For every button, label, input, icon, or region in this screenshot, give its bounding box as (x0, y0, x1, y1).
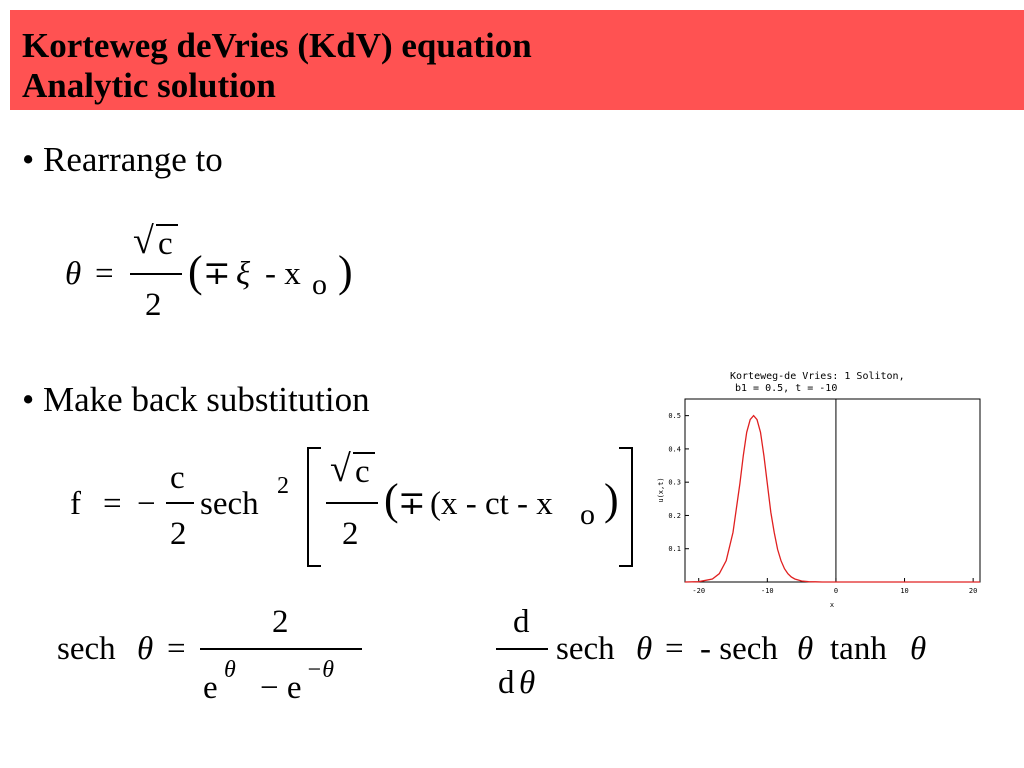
fraction-bar (200, 648, 362, 650)
y-tick-label: 0.5 (668, 412, 681, 420)
inner-fraction-denominator: 2 (342, 516, 359, 552)
chart-title-line2: b1 = 0.5, t = -10 (735, 383, 837, 394)
fraction-denominator: 2 (170, 516, 187, 552)
sech-function: sech (200, 486, 259, 522)
f-symbol: f (70, 486, 81, 522)
sech-power: 2 (277, 473, 289, 499)
slide-subtitle: Analytic solution (22, 66, 276, 105)
y-tick-label: 0.3 (668, 479, 681, 487)
fraction-numerator: 2 (272, 604, 289, 640)
title-bar: Korteweg deVries (KdV) equation Analytic… (10, 10, 1024, 110)
open-paren: ( (188, 247, 203, 296)
soliton-chart: Korteweg-de Vries: 1 Soliton, b1 = 0.5, … (657, 371, 981, 609)
derivative-fraction-bar (496, 648, 548, 650)
theta-symbol: θ (137, 631, 154, 667)
x-axis-label: x (830, 601, 834, 609)
fraction-denominator: 2 (145, 287, 162, 323)
y-axis-label: u(x,t) (657, 477, 665, 502)
open-paren: ( (384, 475, 399, 524)
equals-sign: = (103, 486, 122, 522)
y-axis-ticks: 0.1 0.2 0.3 0.4 0.5 (668, 412, 689, 553)
derivative-denominator-theta: θ (519, 665, 536, 701)
theta-symbol: θ (636, 631, 653, 667)
minus-x: - x (265, 256, 301, 292)
derivative-numerator: d (513, 604, 530, 640)
fraction-numerator: c (158, 226, 173, 262)
subscript-o: o (580, 498, 595, 531)
denominator-e: e (203, 670, 218, 706)
x-tick-label: 0 (834, 587, 838, 595)
xi-symbol: ξ (236, 256, 251, 292)
sech-function: sech (556, 631, 615, 667)
equals-sign: = (167, 631, 186, 667)
subscript-o: o (312, 268, 327, 301)
close-bracket (619, 447, 633, 567)
equals-sign: = (665, 631, 684, 667)
y-tick-label: 0.2 (668, 512, 681, 520)
x-tick-label: -10 (761, 587, 774, 595)
y-tick-label: 0.1 (668, 545, 681, 553)
denominator-exponent-theta: θ (224, 657, 236, 683)
series-line-soliton (684, 414, 980, 583)
minus-sign: − (137, 486, 156, 522)
denominator-minus-e: − e (260, 670, 302, 706)
open-bracket (307, 447, 321, 567)
inner-fraction-numerator: c (355, 454, 370, 490)
inner-expression: (x - ct - x (430, 486, 553, 522)
bullet-rearrange: • Rearrange to (22, 140, 223, 179)
chart-title-line1: Korteweg-de Vries: 1 Soliton, (730, 371, 905, 382)
bullet-back-substitution: • Make back substitution (22, 380, 370, 419)
fraction-bar (130, 273, 182, 275)
tanh-function: tanh (830, 631, 887, 667)
plot-frame (684, 398, 981, 583)
close-paren: ) (338, 247, 353, 296)
inner-fraction-bar (326, 502, 378, 504)
slide-title: Korteweg deVries (KdV) equation (22, 26, 532, 65)
sqrt-sign: √ (133, 220, 154, 262)
rhs-theta-2: θ (910, 631, 927, 667)
minus-plus-sign: ∓ (398, 486, 426, 522)
x-tick-label: -20 (692, 587, 705, 595)
rhs-minus-sech: - sech (700, 631, 778, 667)
y-tick-label: 0.4 (668, 445, 681, 453)
close-paren: ) (604, 475, 619, 524)
x-axis-ticks: -20 -10 0 10 20 (692, 578, 977, 595)
sech-function: sech (57, 631, 116, 667)
theta-symbol: θ (65, 256, 82, 292)
sqrt-overline (156, 224, 178, 226)
equals-sign: = (95, 256, 114, 292)
derivative-denominator-d: d (498, 665, 515, 701)
inner-sqrt-overline (353, 452, 375, 454)
fraction-numerator: c (170, 460, 185, 496)
x-tick-label: 20 (969, 587, 977, 595)
inner-sqrt-sign: √ (330, 448, 351, 490)
fraction-bar (166, 502, 194, 504)
rhs-theta-1: θ (797, 631, 814, 667)
minus-plus-sign: ∓ (203, 256, 231, 292)
denominator-exponent-neg-theta: −θ (306, 657, 334, 683)
x-tick-label: 10 (900, 587, 908, 595)
